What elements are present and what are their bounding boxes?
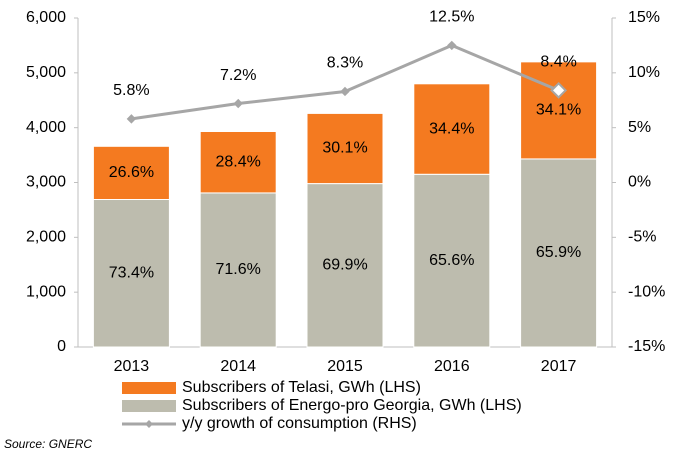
bar (199, 192, 277, 348)
bar-label: 34.1% (536, 102, 581, 119)
y2-tick-label: 15% (628, 9, 660, 26)
y-tick-label: 4,000 (26, 119, 66, 136)
y-tick-label: 0 (57, 338, 66, 355)
bar-label: 26.6% (109, 164, 154, 181)
bar-label: 69.9% (322, 257, 367, 274)
bar (92, 145, 170, 200)
y-tick-label: 5,000 (26, 64, 66, 81)
legend-swatch (122, 400, 176, 412)
bar-label: 71.6% (216, 261, 261, 278)
y-tick-label: 2,000 (26, 229, 66, 246)
y2-tick-label: -15% (628, 338, 665, 355)
x-tick-label: 2017 (541, 358, 577, 375)
line-marker (233, 98, 243, 109)
line-marker (340, 86, 350, 97)
line-label: 5.8% (113, 82, 149, 99)
y2-tick-label: 0% (628, 174, 651, 191)
bar (413, 173, 491, 348)
line-label: 8.4% (540, 54, 576, 71)
bar-label: 65.9% (536, 244, 581, 261)
legend-label: y/y growth of consumption (RHS) (182, 415, 417, 432)
y2-tick-label: -10% (628, 283, 665, 300)
y2-tick-label: -5% (628, 229, 656, 246)
bar (520, 61, 598, 160)
bar (306, 183, 384, 348)
bar-label: 30.1% (322, 140, 367, 157)
line-label: 12.5% (429, 9, 474, 26)
bar (520, 158, 598, 348)
legend-swatch (122, 382, 176, 394)
line-label: 8.3% (327, 55, 363, 72)
bar (92, 198, 170, 348)
y-tick-label: 1,000 (26, 283, 66, 300)
bar-label: 28.4% (216, 153, 261, 170)
line-marker (550, 81, 568, 99)
x-tick-label: 2014 (220, 358, 256, 375)
bar-label: 65.6% (429, 252, 474, 269)
source: Source: GNERC (4, 437, 92, 451)
x-tick-label: 2015 (327, 358, 363, 375)
legend-label: Subscribers of Energo-pro Georgia, GWh (… (182, 397, 522, 414)
y-tick-label: 6,000 (26, 9, 66, 26)
bar-label: 34.4% (429, 120, 474, 137)
bar-label: 73.4% (109, 264, 154, 281)
line-marker (447, 40, 457, 51)
y2-tick-label: 10% (628, 64, 660, 81)
legend-label: Subscribers of Telasi, GWh (LHS) (182, 379, 421, 396)
x-tick-label: 2016 (434, 358, 470, 375)
bar (306, 112, 384, 185)
line-label: 7.2% (220, 67, 256, 84)
legend-marker (145, 420, 153, 428)
y2-tick-label: 5% (628, 119, 651, 136)
y-tick-label: 3,000 (26, 174, 66, 191)
bar (199, 131, 277, 194)
x-tick-label: 2013 (114, 358, 150, 375)
bar (413, 83, 491, 175)
line-marker (126, 114, 137, 124)
